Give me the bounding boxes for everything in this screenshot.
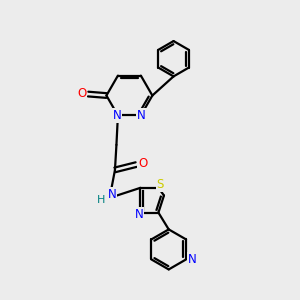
Text: O: O (138, 157, 147, 170)
Text: H: H (97, 195, 106, 205)
Text: N: N (108, 188, 116, 201)
Text: N: N (113, 109, 122, 122)
Text: S: S (157, 178, 164, 191)
Text: N: N (188, 253, 197, 266)
Text: O: O (77, 87, 86, 100)
Text: N: N (135, 208, 144, 221)
Text: N: N (137, 109, 146, 122)
